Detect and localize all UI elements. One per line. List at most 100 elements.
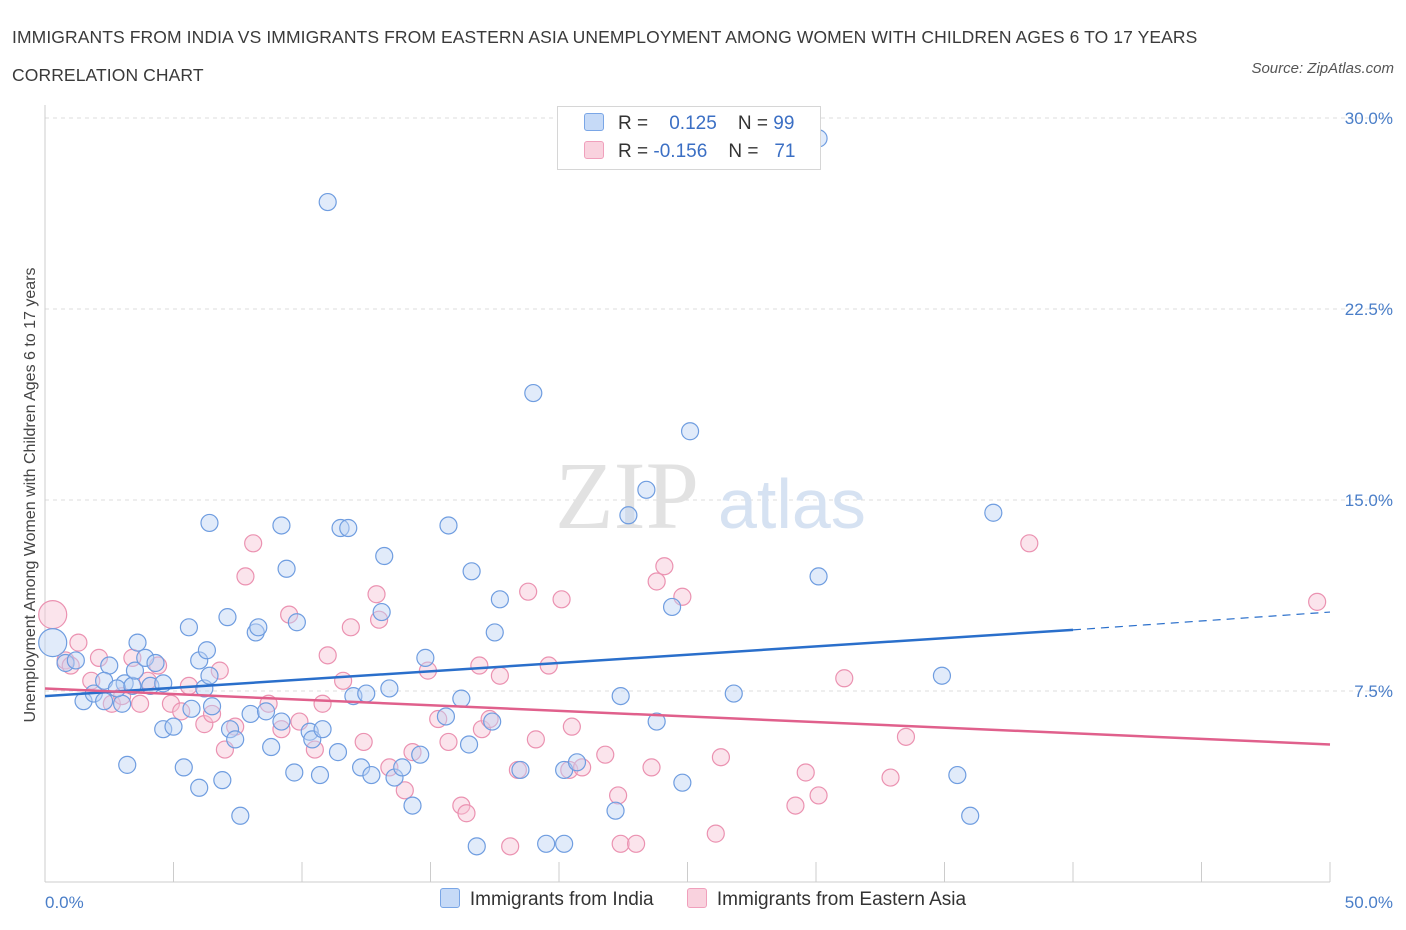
n-value-asia: 71 [774,141,796,162]
x-tick-label-min: 0.0% [45,893,84,912]
india-point [256,702,276,721]
asia-point [642,758,661,777]
india-point [328,743,348,762]
india-point [190,778,209,797]
asia-point [195,715,214,734]
asia-point [809,786,828,805]
india-point [128,633,147,652]
asia-point [395,781,414,800]
y-tick-label: 7.5% [1354,682,1393,701]
india-point [357,684,376,703]
india-point [112,694,132,713]
india-point [200,513,219,533]
asia-swatch [584,141,604,159]
india-point [662,597,682,617]
india-point [200,666,219,685]
y-tick-labels: 7.5% 15.0% 22.5% 30.0% [1345,109,1393,701]
india-point [932,666,952,685]
y-axis-label: Unemployment Among Women with Children A… [22,267,39,722]
asia-point [202,704,222,724]
asia-point [313,694,332,713]
india-point [375,546,394,566]
india-point [246,623,265,642]
india-point [197,641,217,660]
asia-point [609,786,628,805]
asia-legend-swatch [686,888,707,908]
asia-point [334,671,353,690]
india-point [411,745,430,764]
asia-point [69,633,88,652]
asia-point [596,745,615,764]
india-point [339,518,358,538]
y-tick-label: 30.0% [1345,109,1393,128]
asia-point [89,648,109,667]
asia-trend-line [44,687,1331,746]
india-point [647,712,666,731]
asia-point [161,694,181,713]
india-point [107,679,127,698]
asia-point [1308,592,1327,611]
india-point [352,758,371,777]
india-point [179,618,199,637]
chart-title: IMMIGRANTS FROM INDIA VS IMMIGRANTS FROM… [12,27,1198,85]
legend-label-india: Immigrants from India [469,889,654,910]
asia-point [1020,534,1039,553]
asia-point [562,717,581,736]
india-point [262,737,281,757]
r-label: R = [618,113,649,134]
asia-point [655,557,674,576]
asia-point [501,837,520,856]
india-point [125,661,145,680]
india-point [372,602,391,622]
india-point [555,834,574,853]
asia-point [226,717,245,736]
asia-point [896,727,916,746]
india-point [95,692,114,711]
india-point [403,796,422,815]
india-point [362,765,381,785]
india-legend-swatch [439,888,460,908]
india-point [277,559,296,578]
asia-point [457,804,476,823]
asia-point [711,748,731,767]
india-trend-extension [1072,611,1331,631]
india-point [380,679,399,698]
asia-point [552,590,571,609]
india-point [272,712,291,731]
india-point [174,758,193,777]
india-point [524,383,543,403]
india-point [202,697,222,716]
legend-row-asia: R = -0.156 N = 71 [584,141,795,165]
watermark-atlas: atlas [718,465,866,543]
asia-point [272,720,291,739]
asia-point [472,720,491,739]
legend-label-asia: Immigrants from Eastern Asia [716,889,967,910]
trend-lines [44,611,1331,746]
asia-point [881,768,900,787]
india-point [190,651,209,670]
asia-point [706,824,725,843]
series-india-points [38,129,1003,856]
y-tick-label: 15.0% [1345,491,1393,510]
india-point [331,518,350,538]
india-point [287,613,306,632]
india-point [511,760,530,780]
asia-point [786,796,805,815]
india-point [680,422,700,441]
india-point [961,806,980,825]
india-point [537,834,556,853]
legend-row-india: R = 0.125 N = 99 [584,113,794,137]
r-value-india: 0.125 [669,113,717,134]
india-point [313,720,332,739]
india-point [490,590,509,609]
india-point [66,651,85,670]
india-point [452,689,471,708]
asia-point [280,605,299,624]
asia-point [318,646,337,665]
asia-point [470,656,489,675]
india-point [948,765,967,785]
legend-item-india: Immigrants from India [439,888,654,911]
india-point [164,717,183,736]
india-point [416,648,435,667]
india-point [118,755,137,774]
